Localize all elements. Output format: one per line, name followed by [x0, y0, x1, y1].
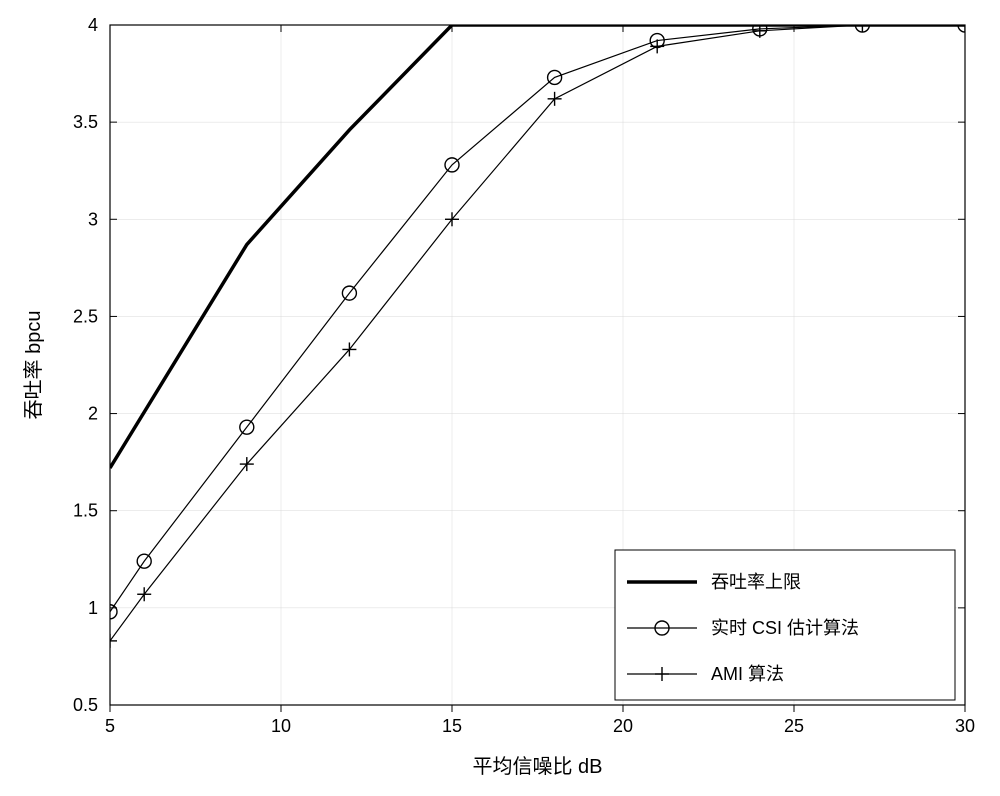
y-axis-label: 吞吐率 bpcu — [22, 311, 45, 420]
x-tick-label: 5 — [105, 716, 115, 736]
y-tick-label: 0.5 — [73, 695, 98, 715]
legend-label-upper-bound: 吞吐率上限 — [711, 572, 801, 592]
x-tick-label: 25 — [784, 716, 804, 736]
y-tick-label: 1.5 — [73, 501, 98, 521]
y-tick-label: 1 — [88, 598, 98, 618]
x-axis-label: 平均信噪比 dB — [472, 755, 602, 778]
legend: 吞吐率上限实时 CSI 估计算法 AMI 算法 — [615, 550, 955, 700]
y-tick-label: 2 — [88, 404, 98, 424]
x-tick-label: 30 — [955, 716, 975, 736]
x-tick-label: 15 — [442, 716, 462, 736]
y-tick-label: 3.5 — [73, 112, 98, 132]
x-tick-label: 20 — [613, 716, 633, 736]
legend-label-csi-realtime: 实时 CSI 估计算法 — [711, 618, 859, 638]
chart-container: 5 10 15 20 25 30 0.5 1 1.5 2 2.5 3 3.5 4 平均信噪比 dB 吞吐率 b… — [0, 0, 1000, 796]
y-tick-label: 2.5 — [73, 306, 98, 326]
x-tick-label: 10 — [271, 716, 291, 736]
chart-svg: 5 10 15 20 25 30 0.5 1 1.5 2 2.5 3 3.5 4 平均信噪比 dB 吞吐率 b… — [0, 0, 1000, 796]
y-tick-label: 4 — [88, 15, 98, 35]
y-tick-label: 3 — [88, 209, 98, 229]
legend-label-ami: AMI 算法 — [711, 664, 784, 684]
